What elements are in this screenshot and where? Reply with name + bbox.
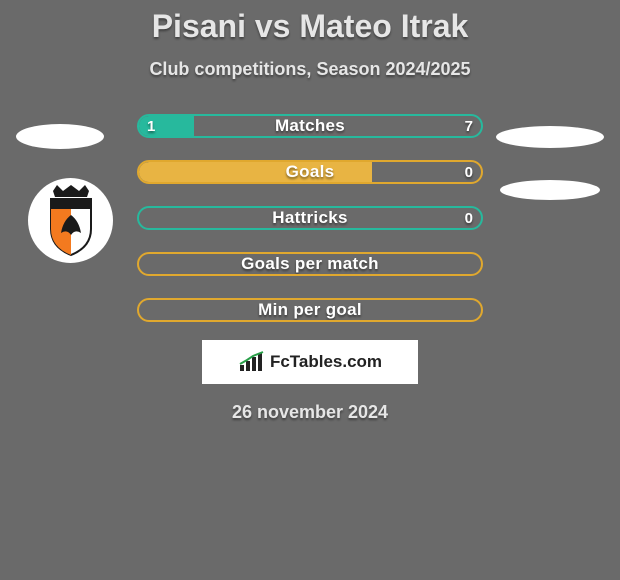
club-badge-icon: [41, 185, 101, 257]
logo-text: FcTables.com: [270, 352, 382, 372]
club-badge: [28, 178, 113, 263]
stat-bars: Matches17Goals0Hattricks0Goals per match…: [137, 114, 483, 322]
stat-value-right: 0: [457, 208, 481, 228]
date-text: 26 november 2024: [0, 402, 620, 423]
stat-label: Goals: [139, 162, 481, 182]
page-title: Pisani vs Mateo Itrak: [0, 0, 620, 45]
player-oval-top-right: [496, 126, 604, 148]
stat-label: Min per goal: [139, 300, 481, 320]
fctables-logo[interactable]: FcTables.com: [202, 340, 418, 384]
stat-label: Goals per match: [139, 254, 481, 274]
page-subtitle: Club competitions, Season 2024/2025: [0, 59, 620, 80]
stat-row: Goals per match: [137, 252, 483, 276]
stat-row: Min per goal: [137, 298, 483, 322]
player-oval-top-left: [16, 124, 104, 149]
stat-row: Hattricks0: [137, 206, 483, 230]
stat-value-left: 1: [139, 116, 163, 136]
bar-chart-icon: [238, 351, 266, 373]
stat-label: Hattricks: [139, 208, 481, 228]
stat-row: Goals0: [137, 160, 483, 184]
stat-label: Matches: [139, 116, 481, 136]
stat-row: Matches1 7: [137, 114, 483, 138]
stat-value-right: 0: [457, 162, 481, 182]
player-oval-mid-right: [500, 180, 600, 200]
stat-value-right: 7: [457, 116, 481, 136]
